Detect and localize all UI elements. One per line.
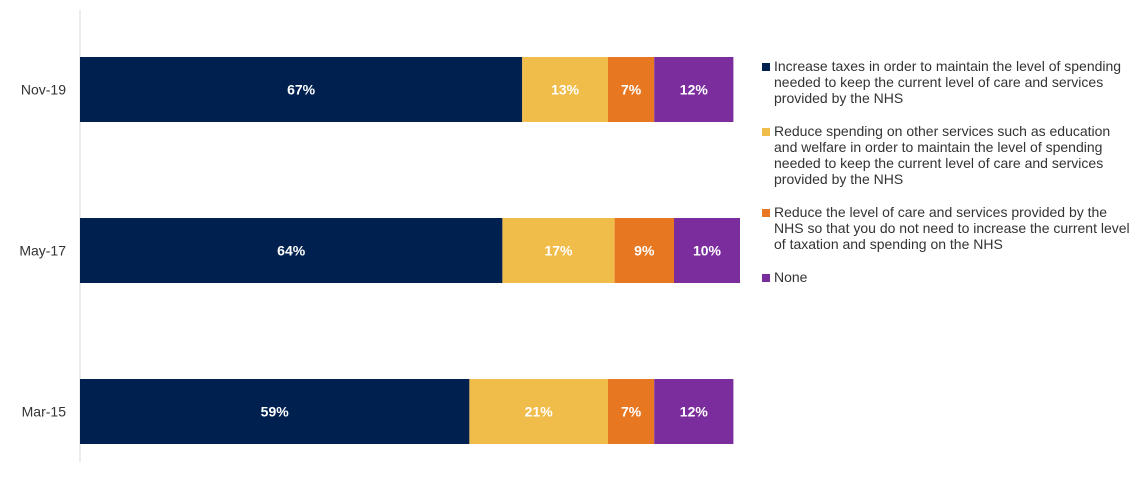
legend-label: Reduce spending on other services such a… xyxy=(774,123,1111,187)
data-label: 9% xyxy=(634,243,655,259)
bar-segment xyxy=(654,379,734,444)
data-label: 10% xyxy=(693,243,722,259)
category-label: Mar-15 xyxy=(22,404,67,420)
legend-swatch xyxy=(762,63,770,71)
data-label: 64% xyxy=(277,243,306,259)
legend: Increase taxes in order to maintain the … xyxy=(762,58,1137,302)
legend-item: Reduce spending on other services such a… xyxy=(762,123,1137,187)
category-label: May-17 xyxy=(19,243,66,259)
data-label: 17% xyxy=(544,243,573,259)
bar-segment xyxy=(614,218,674,283)
bar-segment xyxy=(80,57,523,122)
bars-group: Nov-19 67% 13% 7% 12% May-17 64% 17% 9% 10% Mar-15… xyxy=(19,57,740,444)
category-label: Nov-19 xyxy=(21,82,66,98)
bar-segment xyxy=(674,218,740,283)
legend-swatch xyxy=(762,209,770,217)
bar-segment xyxy=(469,379,608,444)
bar-segment xyxy=(608,57,655,122)
legend-item: Increase taxes in order to maintain the … xyxy=(762,58,1137,106)
bar-segment xyxy=(608,379,655,444)
data-label: 21% xyxy=(525,404,554,420)
legend-swatch xyxy=(762,128,770,136)
legend-label: None xyxy=(774,269,808,285)
stacked-bar-chart: Nov-19 67% 13% 7% 12% May-17 64% 17% 9% 10% Mar-15… xyxy=(19,10,740,462)
legend-label: Reduce the level of care and services pr… xyxy=(774,204,1130,252)
data-label: 59% xyxy=(261,404,290,420)
legend-item: Reduce the level of care and services pr… xyxy=(762,204,1137,252)
bar-segment xyxy=(502,218,615,283)
legend-swatch xyxy=(762,274,770,282)
data-label: 7% xyxy=(621,82,642,98)
bar-segment xyxy=(522,57,608,122)
bar-segment xyxy=(654,57,734,122)
legend-label: Increase taxes in order to maintain the … xyxy=(774,58,1122,106)
data-label: 7% xyxy=(621,404,642,420)
data-label: 67% xyxy=(287,82,316,98)
data-label: 12% xyxy=(680,404,709,420)
bar-segment xyxy=(80,379,470,444)
legend-item: None xyxy=(762,269,1137,285)
data-label: 13% xyxy=(551,82,580,98)
bar-segment xyxy=(80,218,503,283)
data-label: 12% xyxy=(680,82,709,98)
